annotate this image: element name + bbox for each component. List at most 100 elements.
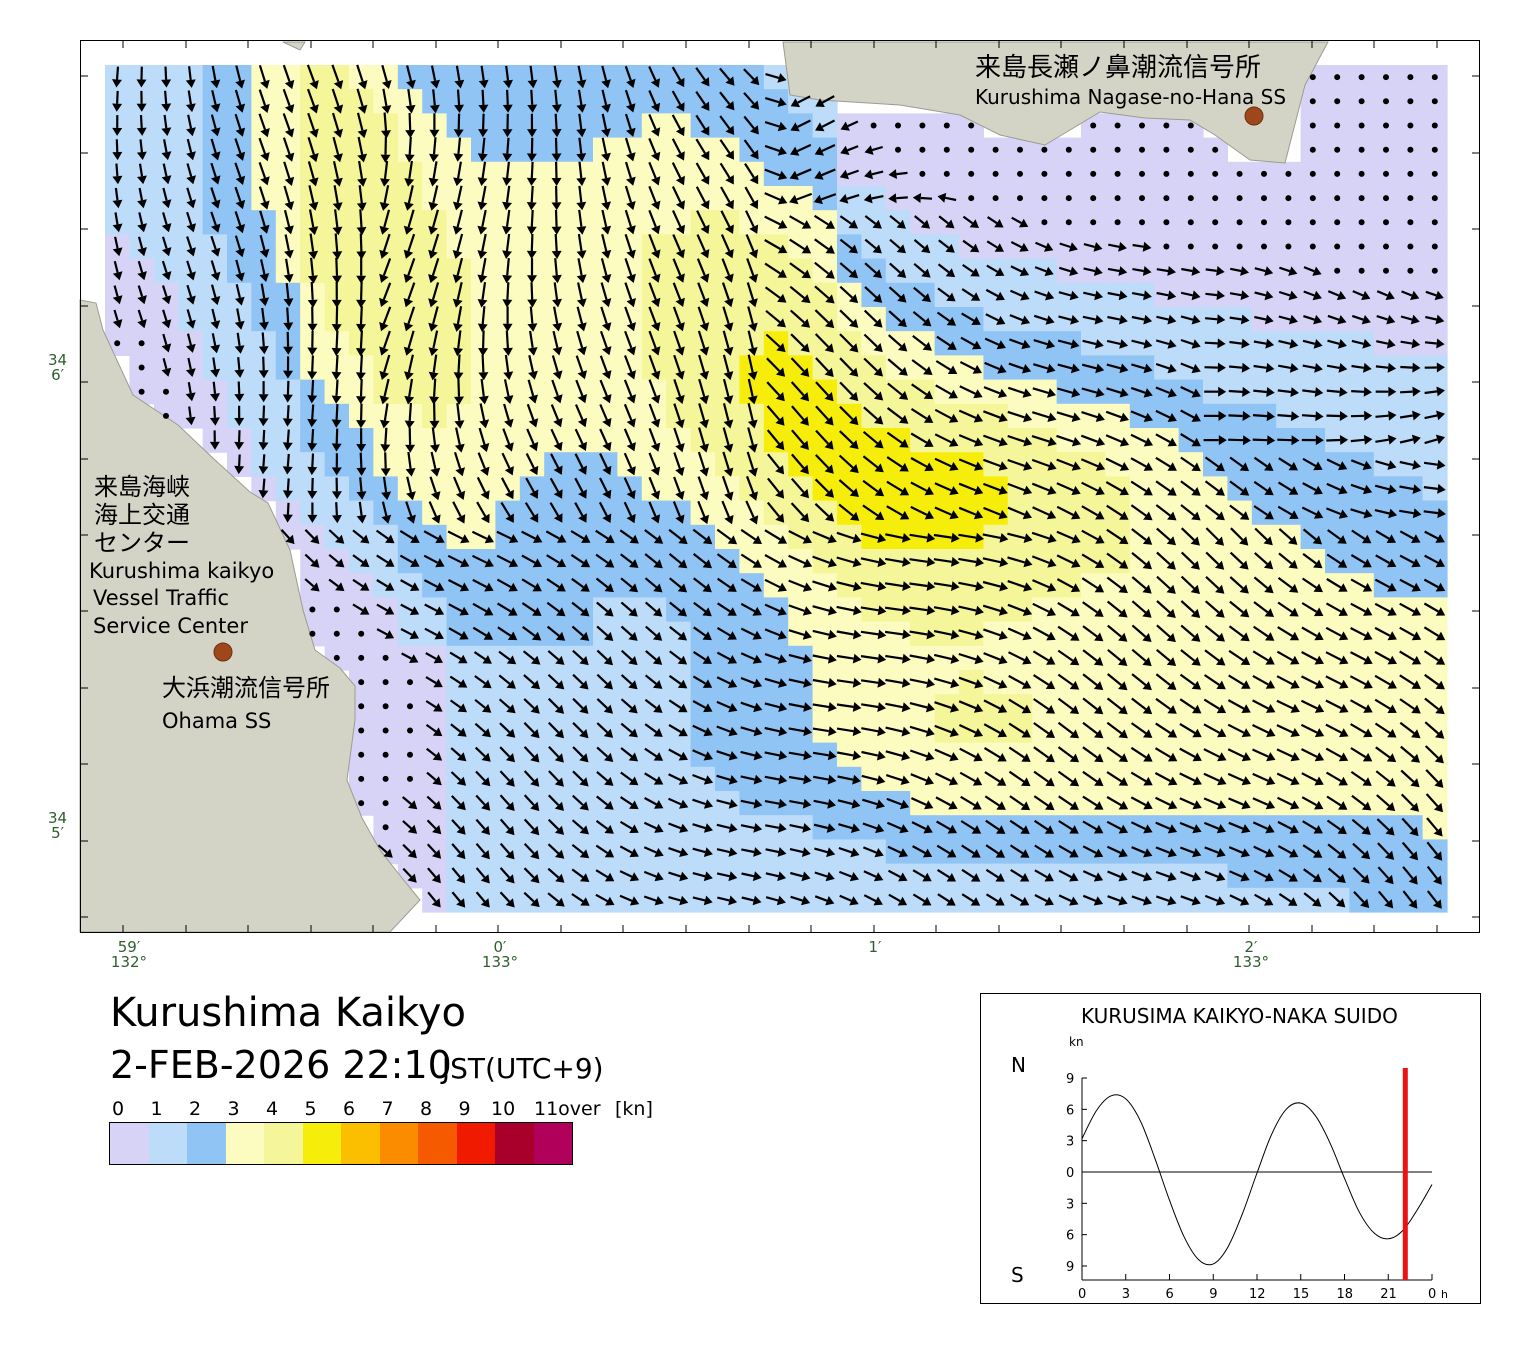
current-arrow (576, 185, 587, 211)
slack-water-dot (1383, 122, 1389, 129)
slack-water-dot (968, 146, 975, 153)
tide-y-tick-label: 3 (1066, 1197, 1074, 1212)
current-arrow (136, 90, 147, 112)
legend-label: 7 (381, 1098, 394, 1120)
current-arrow (112, 115, 123, 136)
current-arrow (695, 162, 710, 185)
lon-label-1: 1′ (868, 938, 882, 956)
slack-water-dot (1334, 195, 1341, 202)
legend-label: 8 (420, 1098, 433, 1120)
current-arrow (356, 64, 368, 90)
current-arrow (380, 160, 390, 187)
current-arrow (576, 65, 587, 89)
slack-water-dot (1285, 243, 1292, 250)
current-arrow (671, 138, 685, 161)
current-arrow (234, 113, 246, 137)
current-arrow (648, 90, 661, 113)
tide-x-tick-label: 6 (1166, 1287, 1174, 1302)
current-arrow (404, 185, 414, 211)
current-arrow (502, 209, 512, 235)
legend-swatch (264, 1123, 303, 1164)
slack-water-dot (992, 146, 999, 153)
slack-water-dot (1334, 146, 1341, 153)
current-arrow (477, 161, 488, 186)
current-arrow (814, 214, 835, 229)
current-arrow (695, 90, 710, 111)
current-arrow (453, 113, 464, 138)
current-arrow (112, 90, 123, 112)
current-arrow (186, 114, 196, 137)
slack-water-dot (1065, 195, 1072, 202)
slack-water-dot (163, 388, 169, 395)
current-arrow (332, 185, 343, 211)
slack-water-dot (1090, 195, 1097, 202)
legend-swatch (302, 1123, 341, 1164)
current-arrow (406, 65, 416, 89)
legend-label: 6 (343, 1098, 356, 1120)
current-arrow (914, 215, 931, 229)
current-arrow (379, 185, 390, 211)
current-arrow (502, 185, 512, 211)
slack-water-dot (1285, 170, 1292, 177)
land-area (79, 299, 421, 933)
slack-water-dot (1017, 195, 1023, 202)
slack-water-dot (1261, 243, 1267, 250)
slack-water-dot (382, 751, 389, 758)
slack-water-dot (1334, 170, 1341, 177)
slack-water-dot (358, 727, 365, 734)
ohama-station-en: Ohama SS (162, 709, 272, 733)
slack-water-dot (1163, 122, 1170, 129)
slack-water-dot (1163, 243, 1170, 250)
current-arrow (839, 215, 858, 229)
slack-water-dot (1285, 219, 1292, 226)
slack-water-dot (333, 654, 340, 661)
current-arrow (576, 89, 587, 113)
slack-water-dot (407, 751, 413, 758)
current-arrow (282, 113, 295, 138)
slack-water-dot (1431, 219, 1438, 226)
slack-water-dot (1139, 219, 1145, 226)
slack-water-dot (1163, 170, 1170, 177)
slack-water-dot (1309, 243, 1316, 250)
current-arrow (526, 137, 537, 162)
current-arrow (695, 186, 710, 210)
slack-water-dot (358, 751, 365, 758)
current-arrow (259, 210, 270, 234)
current-arrow (332, 160, 343, 187)
current-arrow (306, 64, 319, 90)
current-arrow (576, 113, 587, 138)
current-arrow (112, 139, 123, 161)
slack-water-dot (1114, 219, 1121, 226)
tide-x-unit: h (1441, 1288, 1448, 1301)
current-arrow (551, 137, 562, 162)
slack-water-dot (1431, 170, 1438, 177)
current-arrow (671, 114, 685, 137)
current-arrow (937, 192, 957, 203)
datetime-value: 2-FEB-2026 22:10 (110, 1043, 452, 1087)
slack-water-dot (1212, 146, 1219, 153)
current-arrow (453, 137, 464, 162)
slack-water-dot (1407, 122, 1414, 129)
current-arrow (258, 113, 270, 138)
slack-water-dot (382, 679, 389, 686)
slack-water-dot (1236, 219, 1243, 226)
slack-water-dot (1334, 243, 1341, 250)
current-arrow (357, 160, 367, 187)
current-arrow (210, 187, 221, 209)
current-arrow (551, 209, 562, 235)
current-arrow (210, 114, 221, 137)
current-arrow (526, 161, 537, 186)
slack-water-dot (1139, 195, 1145, 202)
current-arrow (502, 137, 513, 162)
slack-water-dot (968, 195, 975, 202)
slack-water-dot (1090, 146, 1097, 153)
current-arrow (601, 113, 611, 138)
tide-south-label: S (1011, 1263, 1024, 1287)
slack-water-dot (1358, 219, 1365, 226)
current-arrow (719, 139, 734, 160)
current-arrow (888, 193, 908, 204)
current-arrow (136, 66, 147, 88)
current-arrow (454, 65, 465, 89)
current-arrow (210, 162, 221, 185)
slack-water-dot (1114, 195, 1121, 202)
